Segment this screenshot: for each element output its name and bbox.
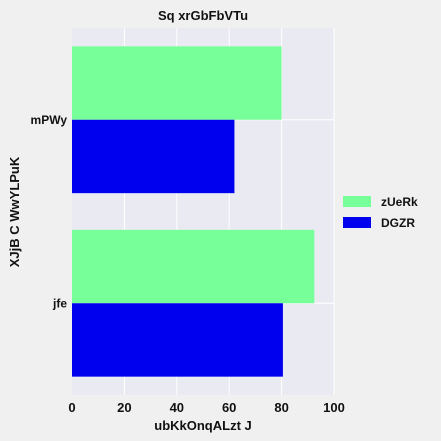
legend-label: DGZR [381, 216, 415, 230]
x-tick-label: 0 [68, 400, 75, 415]
bars [72, 46, 315, 377]
x-tick-label: 100 [323, 400, 345, 415]
bar-zUeRk-mPWy [72, 46, 282, 120]
x-tick-label: 40 [170, 400, 184, 415]
category-label: mPWy [31, 113, 68, 127]
bar-DGZR-jfe [72, 303, 283, 377]
legend-swatch [343, 196, 371, 207]
category-label: jfe [52, 296, 67, 310]
x-tick-label: 60 [222, 400, 236, 415]
x-tick-label: 20 [117, 400, 131, 415]
legend: zUeRk DGZR [343, 195, 418, 230]
x-tick-labels: 0 20 40 60 80 100 [68, 400, 344, 415]
x-axis-label: ubKkOnqALzt J [154, 418, 252, 433]
x-tick-label: 80 [274, 400, 288, 415]
legend-label: zUeRk [381, 195, 418, 209]
legend-swatch [343, 217, 371, 228]
y-axis-label: XJjB C WwYLPuK [7, 156, 22, 267]
chart-title: Sq xrGbFbVTu [158, 8, 248, 23]
category-labels: mPWy jfe [31, 113, 68, 311]
bar-DGZR-mPWy [72, 119, 235, 194]
bar-zUeRk-jfe [72, 229, 315, 304]
